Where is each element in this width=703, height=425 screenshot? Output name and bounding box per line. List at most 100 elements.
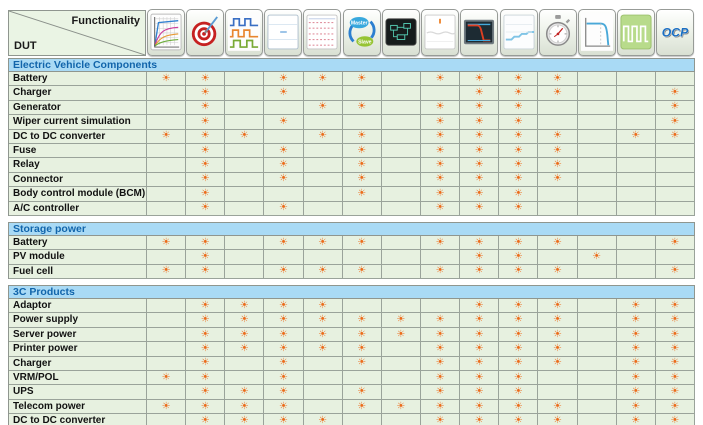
matrix-cell: ☀: [655, 299, 695, 314]
matrix-cell: [147, 172, 187, 188]
sun-mark-icon: ☀: [435, 101, 445, 113]
matrix-cell: [225, 371, 265, 386]
sun-mark-icon: ☀: [474, 187, 484, 199]
sun-mark-icon: ☀: [435, 414, 445, 425]
sun-mark-icon: ☀: [670, 357, 680, 369]
matrix-cell: [577, 399, 617, 415]
matrix-cell: ☀: [420, 385, 461, 400]
matrix-cell: [381, 250, 421, 265]
ripple-waveform-icon[interactable]: [303, 8, 342, 56]
matrix-cell: [655, 172, 695, 188]
matrix-cell: ☀: [499, 201, 539, 216]
matrix-cell: ☀: [147, 129, 187, 144]
matrix-cell: ☀: [499, 187, 539, 202]
matrix-cell: ☀: [303, 313, 343, 328]
matrix-cell: ☀: [264, 399, 304, 415]
sun-mark-icon: ☀: [474, 386, 484, 398]
matrix-header-row: Functionality DUT Master Slave OCP OCP: [8, 7, 695, 56]
matrix-cell: ☀: [225, 342, 265, 357]
matrix-cell: ☀: [460, 158, 500, 173]
matrix-cell: ☀: [303, 264, 343, 280]
scope-grid-icon[interactable]: [264, 8, 303, 56]
square-waveforms-icon[interactable]: [225, 8, 264, 56]
matrix-cell: ☀: [616, 342, 656, 357]
matrix-cell: ☀: [420, 414, 461, 425]
sun-mark-icon: ☀: [631, 357, 641, 369]
matrix-cell: ☀: [186, 385, 226, 400]
matrix-cell: [381, 115, 421, 130]
section-storage-power: Storage power Battery ☀ ☀ ☀ ☀ ☀ ☀ ☀ ☀ ☀ ☀ PV module ☀…: [8, 221, 695, 280]
ramp-up-icon[interactable]: [499, 8, 538, 56]
target-icon[interactable]: [185, 8, 224, 56]
waveform-marker-icon[interactable]: [421, 8, 460, 56]
matrix-cell: ☀: [460, 86, 500, 101]
sun-mark-icon: ☀: [553, 314, 562, 326]
matrix-cell: ☀: [655, 399, 695, 415]
matrix-cell: [381, 414, 421, 425]
sun-mark-icon: ☀: [279, 414, 288, 425]
row-label: DC to DC converter: [9, 414, 147, 425]
matrix-cell: ☀: [420, 235, 461, 251]
curve-graph-icon[interactable]: [146, 8, 185, 56]
sun-mark-icon: ☀: [670, 371, 680, 383]
sun-mark-icon: ☀: [279, 173, 288, 185]
sun-mark-icon: ☀: [435, 386, 445, 398]
stopwatch-icon[interactable]: [538, 8, 577, 56]
matrix-cell: ☀: [186, 86, 226, 101]
sun-mark-icon: ☀: [670, 342, 680, 354]
sun-mark-icon: ☀: [318, 342, 328, 354]
droop-curve-icon[interactable]: [577, 8, 616, 56]
sun-mark-icon: ☀: [474, 159, 484, 171]
sun-mark-icon: ☀: [200, 144, 210, 156]
sun-mark-icon: ☀: [553, 299, 562, 311]
matrix-cell: ☀: [303, 235, 343, 251]
matrix-cell: [147, 143, 187, 159]
sun-mark-icon: ☀: [474, 400, 484, 412]
matrix-cell: [616, 235, 656, 251]
matrix-cell: ☀: [460, 313, 500, 328]
matrix-cell: ☀: [420, 158, 461, 173]
matrix-cell: ☀: [342, 313, 382, 328]
matrix-cell: ☀: [186, 250, 226, 265]
transient-scope-icon[interactable]: [460, 8, 499, 56]
sun-mark-icon: ☀: [474, 250, 484, 262]
pulse-train-icon[interactable]: [617, 8, 656, 56]
stopwatch-icon-glyph: [545, 15, 570, 46]
sun-mark-icon: ☀: [357, 101, 367, 113]
matrix-cell: ☀: [460, 201, 500, 216]
sun-mark-icon: ☀: [200, 414, 210, 425]
sun-mark-icon: ☀: [670, 236, 680, 248]
circuit-screen-icon[interactable]: [381, 8, 420, 56]
row-label: A/C controller: [9, 201, 147, 216]
sun-mark-icon: ☀: [435, 328, 445, 340]
dut-functionality-corner-cell: Functionality DUT: [8, 10, 146, 56]
matrix-cell: [303, 143, 343, 159]
row-label: Power supply: [9, 313, 147, 328]
sun-mark-icon: ☀: [474, 72, 484, 84]
master-slave-icon[interactable]: Master Slave: [342, 8, 381, 56]
matrix-cell: [147, 356, 187, 372]
sun-mark-icon: ☀: [279, 265, 288, 277]
matrix-cell: ☀: [264, 158, 304, 173]
sun-mark-icon: ☀: [161, 130, 171, 142]
matrix-cell: ☀: [655, 385, 695, 400]
sun-mark-icon: ☀: [435, 187, 445, 199]
matrix-cell: [225, 356, 265, 372]
sun-mark-icon: ☀: [670, 314, 680, 326]
matrix-cell: ☀: [616, 385, 656, 400]
section-header: Storage power: [9, 222, 695, 236]
sun-mark-icon: ☀: [553, 342, 562, 354]
matrix-cell: ☀: [381, 327, 421, 343]
row-label: Server power: [9, 327, 147, 343]
matrix-cell: ☀: [186, 356, 226, 372]
sun-mark-icon: ☀: [200, 115, 210, 127]
matrix-cell: [225, 86, 265, 101]
sun-mark-icon: ☀: [279, 299, 288, 311]
sun-mark-icon: ☀: [631, 400, 641, 412]
sun-mark-icon: ☀: [279, 236, 288, 248]
matrix-cell: [577, 129, 617, 144]
functionality-column-header: [617, 8, 656, 56]
ocp-logo[interactable]: OCP OCP: [656, 8, 695, 56]
matrix-cell: [381, 371, 421, 386]
